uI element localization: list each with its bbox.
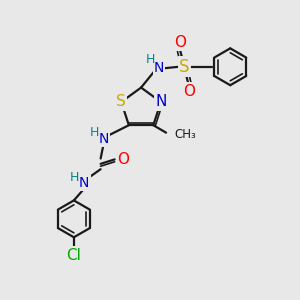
Text: N: N	[154, 61, 164, 75]
Text: H: H	[70, 171, 80, 184]
Text: H: H	[146, 53, 156, 66]
Text: N: N	[79, 176, 89, 190]
Text: CH₃: CH₃	[174, 128, 196, 141]
Text: S: S	[179, 58, 189, 76]
Text: Cl: Cl	[66, 248, 81, 262]
Text: H: H	[90, 126, 99, 139]
Text: S: S	[116, 94, 126, 110]
Text: O: O	[183, 84, 195, 99]
Text: O: O	[117, 152, 129, 167]
Text: N: N	[98, 132, 109, 145]
Text: O: O	[174, 35, 186, 50]
Text: N: N	[155, 94, 166, 110]
